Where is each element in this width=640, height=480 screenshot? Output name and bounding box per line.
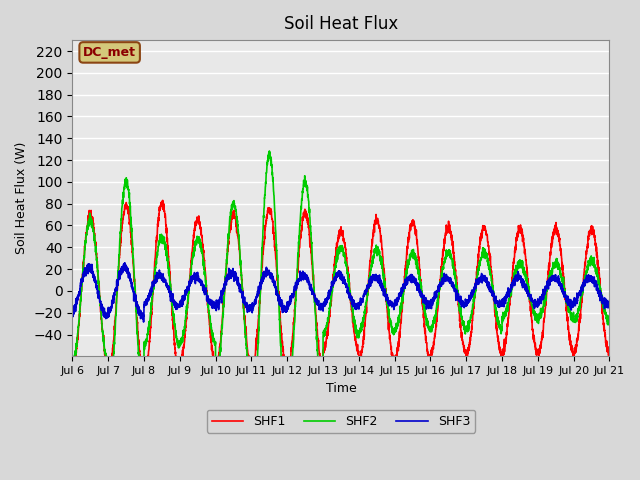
SHF2 — [248, 427, 255, 433]
SHF1 — [68, 363, 76, 369]
SHF2 — [605, 322, 613, 327]
SHF1 — [555, 231, 563, 237]
Line: SHF2: SHF2 — [72, 151, 609, 430]
SHF3 — [555, 276, 563, 281]
SHF3 — [394, 298, 401, 304]
SHF1 — [159, 197, 166, 203]
SHF2 — [266, 148, 273, 154]
SHF3 — [68, 311, 76, 316]
SHF1 — [394, 344, 401, 350]
SHF1 — [184, 299, 191, 304]
SHF2 — [555, 263, 563, 268]
SHF1 — [403, 250, 411, 256]
Legend: SHF1, SHF2, SHF3: SHF1, SHF2, SHF3 — [207, 410, 475, 433]
SHF2 — [218, 321, 226, 327]
X-axis label: Time: Time — [326, 382, 356, 395]
SHF3 — [184, 287, 191, 293]
Text: DC_met: DC_met — [83, 46, 136, 59]
SHF2 — [403, 270, 411, 276]
SHF3 — [140, 319, 147, 325]
SHF3 — [219, 292, 227, 298]
SHF2 — [184, 301, 191, 307]
SHF3 — [605, 300, 613, 306]
Y-axis label: Soil Heat Flux (W): Soil Heat Flux (W) — [15, 142, 28, 254]
SHF2 — [605, 315, 613, 321]
SHF2 — [68, 360, 76, 366]
SHF1 — [141, 379, 148, 384]
SHF2 — [394, 322, 401, 327]
SHF1 — [605, 349, 613, 355]
Line: SHF3: SHF3 — [72, 263, 609, 322]
SHF1 — [605, 351, 613, 357]
SHF1 — [219, 312, 227, 317]
Line: SHF1: SHF1 — [72, 200, 609, 382]
SHF3 — [605, 298, 613, 303]
SHF3 — [403, 278, 411, 284]
Title: Soil Heat Flux: Soil Heat Flux — [284, 15, 398, 33]
SHF3 — [121, 260, 129, 265]
